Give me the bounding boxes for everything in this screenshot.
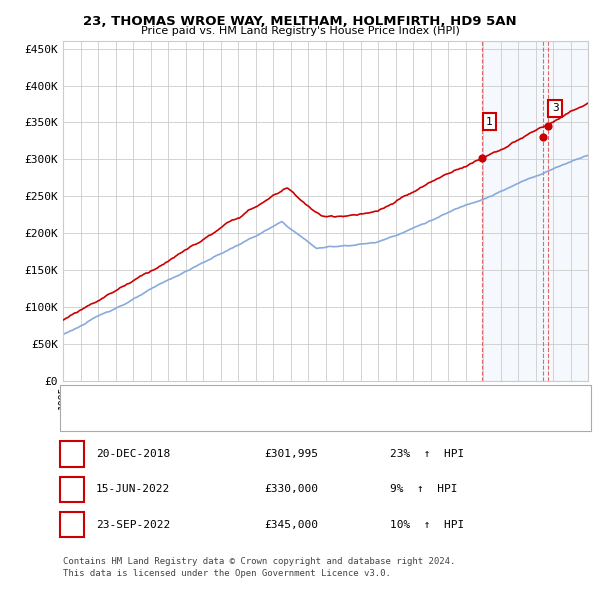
Text: 2: 2 bbox=[68, 484, 76, 494]
Text: 23-SEP-2022: 23-SEP-2022 bbox=[96, 520, 170, 529]
Bar bbox=[482, 41, 588, 381]
Text: 1: 1 bbox=[68, 449, 76, 458]
Text: £345,000: £345,000 bbox=[264, 520, 318, 529]
Text: 10%  ↑  HPI: 10% ↑ HPI bbox=[390, 520, 464, 529]
Text: 1: 1 bbox=[486, 117, 493, 127]
Point bbox=[539, 133, 548, 142]
Text: 3: 3 bbox=[68, 520, 76, 529]
Text: £330,000: £330,000 bbox=[264, 484, 318, 494]
Text: 20-DEC-2018: 20-DEC-2018 bbox=[96, 449, 170, 458]
Text: HPI: Average price, detached house, Kirklees: HPI: Average price, detached house, Kirk… bbox=[108, 411, 367, 421]
Text: 9%  ↑  HPI: 9% ↑ HPI bbox=[390, 484, 458, 494]
Point bbox=[544, 122, 553, 131]
Text: Price paid vs. HM Land Registry's House Price Index (HPI): Price paid vs. HM Land Registry's House … bbox=[140, 26, 460, 36]
Text: This data is licensed under the Open Government Licence v3.0.: This data is licensed under the Open Gov… bbox=[63, 569, 391, 578]
Text: 23%  ↑  HPI: 23% ↑ HPI bbox=[390, 449, 464, 458]
Text: 15-JUN-2022: 15-JUN-2022 bbox=[96, 484, 170, 494]
Text: Contains HM Land Registry data © Crown copyright and database right 2024.: Contains HM Land Registry data © Crown c… bbox=[63, 558, 455, 566]
Point bbox=[478, 153, 487, 163]
Text: 3: 3 bbox=[552, 103, 559, 113]
Text: 23, THOMAS WROE WAY, MELTHAM, HOLMFIRTH, HD9 5AN: 23, THOMAS WROE WAY, MELTHAM, HOLMFIRTH,… bbox=[83, 15, 517, 28]
Text: 23, THOMAS WROE WAY, MELTHAM, HOLMFIRTH, HD9 5AN (detached house): 23, THOMAS WROE WAY, MELTHAM, HOLMFIRTH,… bbox=[108, 394, 490, 404]
Text: £301,995: £301,995 bbox=[264, 449, 318, 458]
